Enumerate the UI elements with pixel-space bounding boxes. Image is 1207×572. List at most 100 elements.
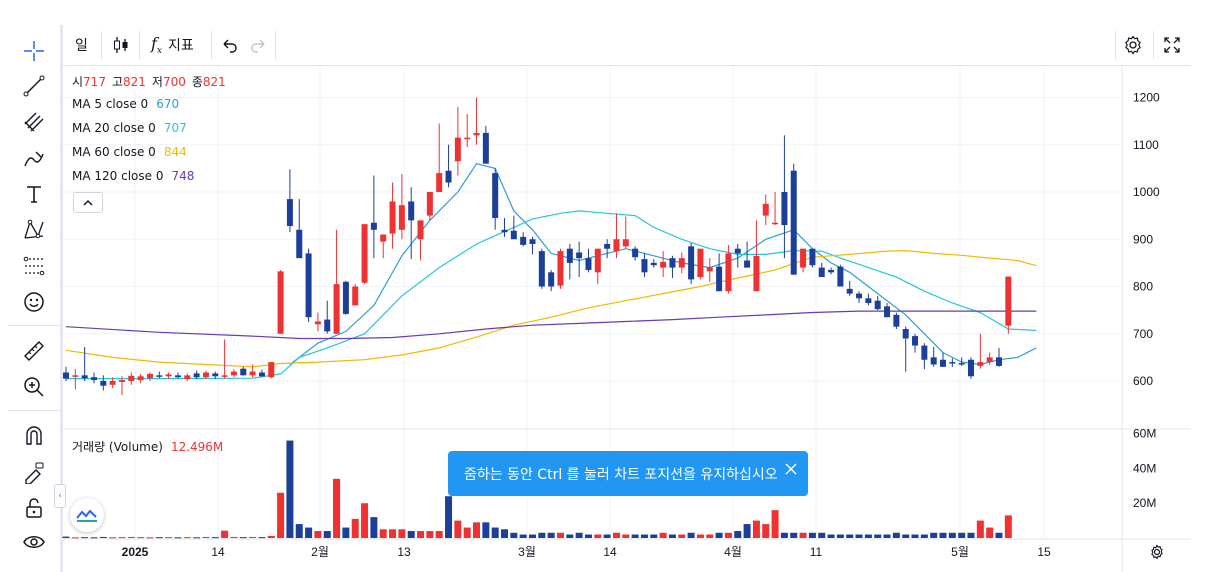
candle [417, 220, 424, 261]
candle [221, 339, 228, 379]
candle-style-button[interactable] [111, 25, 131, 65]
pitchfork-icon[interactable] [20, 108, 48, 136]
volume-bar [295, 524, 303, 538]
candle-body [968, 359, 975, 377]
topbar-divider [139, 31, 140, 59]
crosshair-icon[interactable] [20, 37, 48, 65]
candle [510, 215, 517, 240]
candle [109, 377, 116, 389]
candle-body [781, 192, 788, 226]
volume-bar [780, 532, 788, 538]
price-tick-label: 800 [1133, 280, 1153, 294]
volume-bar [435, 531, 443, 538]
candle-body [305, 253, 312, 318]
ohlc-legend: 시717 고821 저700 종821 [72, 73, 228, 90]
candle [688, 243, 695, 285]
candle-body [604, 243, 611, 249]
volume-legend[interactable]: 거래량 (Volume) 12.496M [72, 438, 225, 455]
candle-body [548, 272, 555, 287]
zoom-in-icon[interactable] [20, 373, 48, 401]
brush-icon[interactable] [20, 144, 48, 172]
candle-body [790, 170, 797, 275]
candle-body [902, 329, 909, 339]
unlock-icon[interactable] [20, 494, 48, 522]
volume-tick-label: 40M [1133, 461, 1156, 475]
candle [604, 239, 611, 259]
candle-body [800, 248, 807, 268]
magnet-icon[interactable] [20, 422, 48, 450]
tradingview-logo[interactable] [70, 498, 104, 532]
close-label: 종 [191, 75, 203, 89]
candle [594, 248, 601, 285]
candle [90, 372, 97, 384]
candle-body [874, 300, 881, 310]
pattern-icon[interactable] [20, 216, 48, 244]
gear-icon [1151, 544, 1163, 560]
time-tick-label: 11 [810, 545, 823, 559]
ruler-icon[interactable] [20, 337, 48, 365]
candle [286, 169, 293, 233]
volume-bar [650, 534, 658, 538]
settings-button[interactable] [1123, 25, 1143, 65]
topbar-divider [101, 31, 102, 59]
text-tool-icon[interactable] [20, 180, 48, 208]
price-tick-label: 1100 [1133, 138, 1159, 152]
candle [137, 373, 144, 384]
prediction-icon[interactable] [20, 252, 48, 280]
price-tick-label: 900 [1133, 232, 1153, 246]
interval-button[interactable]: 일 [75, 25, 88, 65]
eye-icon[interactable] [20, 528, 48, 556]
candle-body [622, 239, 629, 247]
ma5-legend[interactable]: MA 5 close 0 670 [72, 97, 181, 111]
ma60-legend[interactable]: MA 60 close 0 844 [72, 145, 189, 159]
volume-bar [473, 522, 481, 538]
volume-bar [687, 532, 695, 538]
volume-bar [239, 537, 247, 539]
ma20-legend[interactable]: MA 20 close 0 707 [72, 121, 189, 135]
candle-body [865, 298, 872, 304]
volume-bar [995, 532, 1003, 538]
candle-body [856, 293, 863, 299]
volume-bar [221, 530, 229, 538]
candle-body [706, 267, 713, 272]
volume-bar [491, 527, 499, 538]
volume-bar [967, 532, 975, 538]
fullscreen-button[interactable] [1163, 25, 1181, 65]
volume-bar [137, 537, 145, 539]
candle [884, 303, 891, 318]
collapse-legend-button[interactable] [73, 192, 103, 213]
volume-bar [846, 534, 854, 538]
volume-bar [874, 534, 882, 538]
volume-bar [538, 532, 546, 538]
candle-body [893, 314, 900, 327]
time-tick-label: 3월 [518, 545, 536, 559]
ma120-legend[interactable]: MA 120 close 0 748 [72, 169, 196, 183]
lock-drawings-icon[interactable] [20, 458, 48, 486]
close-icon[interactable] [784, 462, 798, 476]
candle-body [940, 359, 947, 367]
volume-bar [836, 534, 844, 538]
ma-line [65, 310, 1037, 340]
candle [865, 293, 872, 306]
candle [800, 248, 807, 273]
volume-bar [892, 532, 900, 538]
emoji-icon[interactable] [20, 288, 48, 316]
candle-body [464, 137, 471, 140]
undo-button[interactable] [221, 25, 239, 65]
pane-collapse-handle[interactable]: ‹ [54, 484, 66, 508]
volume-bar [174, 537, 182, 539]
volume-value: 12.496M [170, 440, 224, 454]
candle [734, 243, 741, 268]
candle [352, 284, 359, 306]
volume-bar [454, 520, 462, 538]
volume-bar [864, 534, 872, 538]
redo-button[interactable] [249, 25, 267, 65]
candle-body [949, 362, 956, 364]
topbar-divider [1115, 31, 1116, 59]
trend-line-icon[interactable] [20, 72, 48, 100]
candle [454, 106, 461, 176]
indicators-button[interactable]: fx 지표 [151, 25, 194, 65]
ma-value: 670 [156, 97, 180, 111]
volume-bar [855, 534, 863, 538]
